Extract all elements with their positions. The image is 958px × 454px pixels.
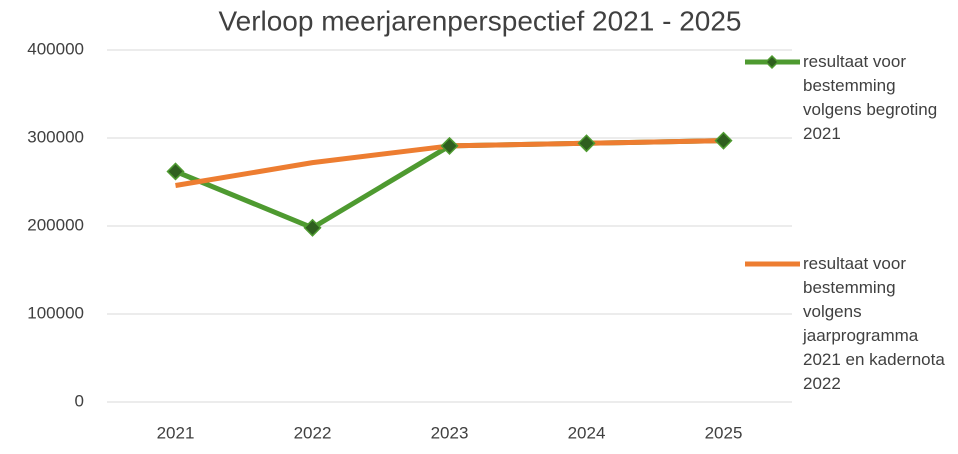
- legend-marker: [764, 54, 780, 70]
- x-tick-label: 2021: [157, 423, 195, 442]
- y-tick-label: 400000: [27, 39, 84, 58]
- legend-label: resultaat voor bestemming volgens jaarpr…: [803, 254, 945, 393]
- x-tick-label: 2023: [431, 423, 469, 442]
- y-tick-label: 100000: [27, 303, 84, 322]
- x-tick-label: 2022: [294, 423, 332, 442]
- y-tick-label: 0: [75, 391, 84, 410]
- y-tick-label: 200000: [27, 215, 84, 234]
- chart-title: Verloop meerjarenperspectief 2021 - 2025: [218, 5, 741, 36]
- x-tick-label: 2024: [568, 423, 606, 442]
- marker: [303, 218, 322, 237]
- marker: [440, 136, 459, 155]
- marker: [166, 162, 185, 181]
- marker: [577, 134, 596, 153]
- marker: [714, 131, 733, 150]
- x-tick-label: 2025: [705, 423, 743, 442]
- y-tick-label: 300000: [27, 127, 84, 146]
- legend-label: resultaat voor bestemming volgens begrot…: [803, 52, 938, 143]
